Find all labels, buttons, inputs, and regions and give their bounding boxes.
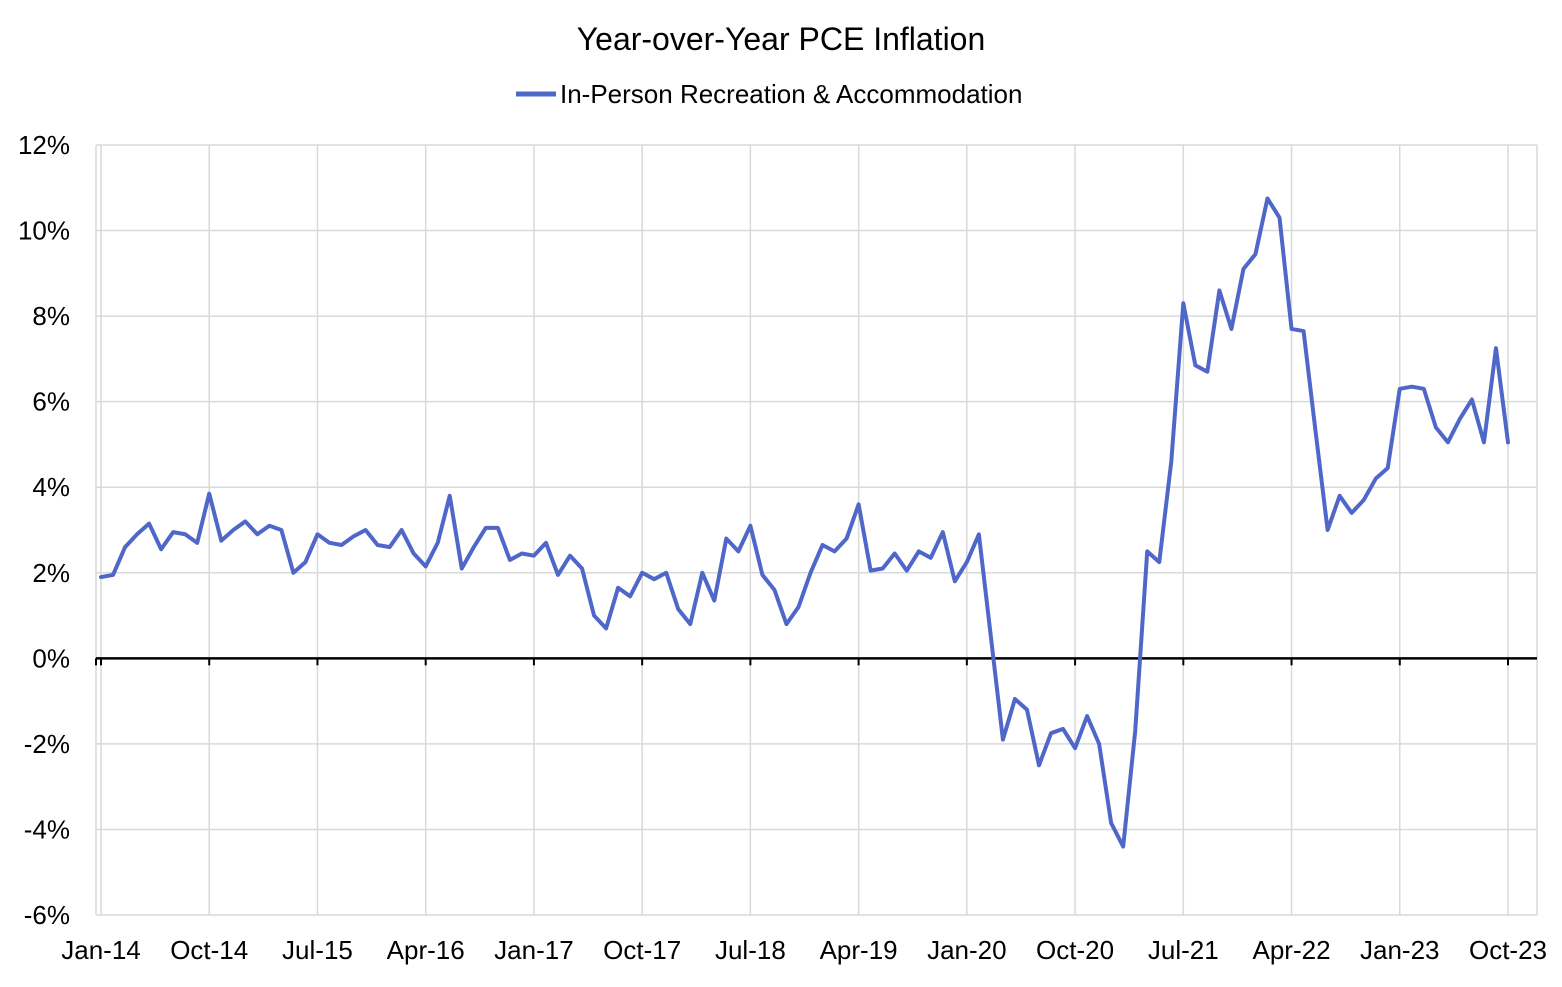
series <box>99 196 1510 849</box>
x-tick-label: Jan-20 <box>927 935 1007 965</box>
x-tick-label: Oct-23 <box>1469 935 1547 965</box>
gridlines <box>95 144 1538 916</box>
x-tick-label: Jan-23 <box>1360 935 1440 965</box>
y-tick-label: 4% <box>32 472 70 502</box>
x-tick-label: Jan-17 <box>494 935 574 965</box>
y-tick-label: -6% <box>24 900 70 930</box>
y-tick-label: 2% <box>32 558 70 588</box>
y-tick-label: 10% <box>18 216 70 246</box>
x-tick-label: Oct-20 <box>1036 935 1114 965</box>
y-tick-label: 6% <box>32 387 70 417</box>
x-tick-label: Apr-22 <box>1253 935 1331 965</box>
x-tick-label: Oct-14 <box>170 935 248 965</box>
legend-label: In-Person Recreation & Accommodation <box>560 79 1022 109</box>
legend: In-Person Recreation & Accommodation <box>516 79 1022 109</box>
x-tick-label: Apr-19 <box>820 935 898 965</box>
y-tick-label: -2% <box>24 729 70 759</box>
x-tick-label: Jul-18 <box>715 935 786 965</box>
x-tick-label: Apr-16 <box>387 935 465 965</box>
y-tick-label: 8% <box>32 301 70 331</box>
y-tick-label: 12% <box>18 130 70 160</box>
chart-title: Year-over-Year PCE Inflation <box>577 21 986 57</box>
x-tick-label: Jan-14 <box>61 935 141 965</box>
series-line <box>99 196 1510 849</box>
x-tick-label: Oct-17 <box>603 935 681 965</box>
y-tick-label: 0% <box>32 643 70 673</box>
y-tick-label: -4% <box>24 814 70 844</box>
x-tick-label: Jul-15 <box>282 935 353 965</box>
axes: -6% -4% -2% 0% 2% 4% 6% 8% 10% 12% Jan-14 Oct-14 Jul… <box>18 130 1547 965</box>
x-tick-label: Jul-21 <box>1148 935 1219 965</box>
